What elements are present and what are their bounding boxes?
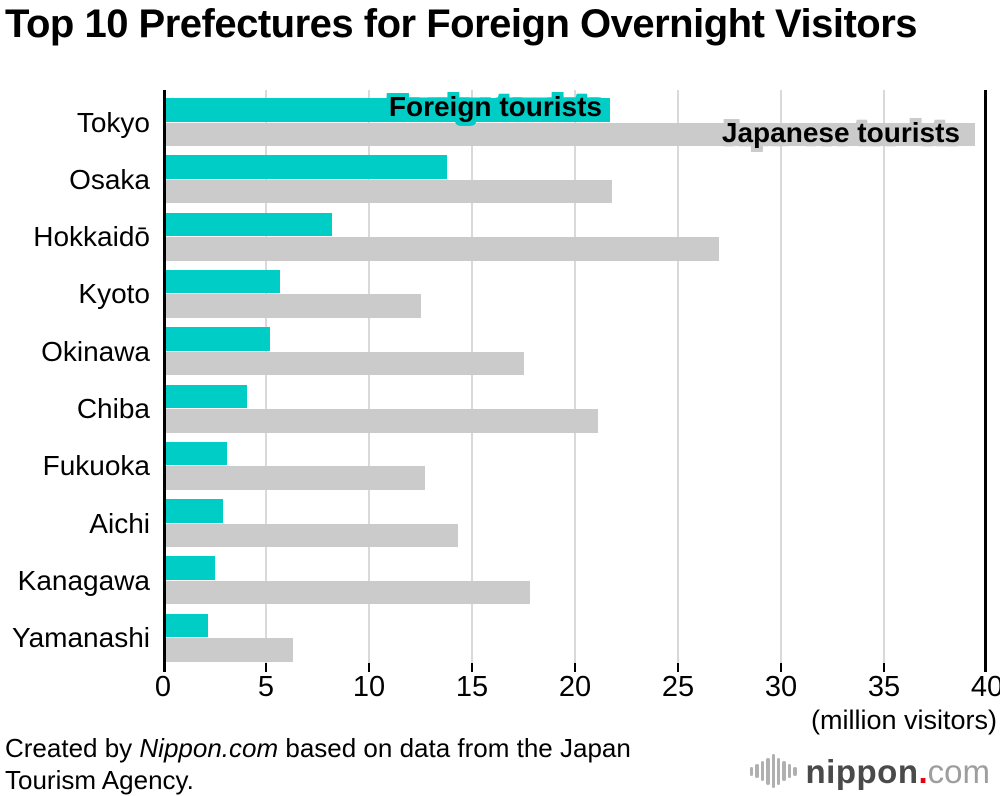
logo-name: nippon — [805, 752, 919, 790]
bar-japanese-osaka — [163, 179, 613, 204]
category-label-aichi: Aichi — [89, 507, 150, 539]
x-tick-label-35: 35 — [867, 671, 901, 703]
gridline-15 — [471, 90, 473, 663]
plot-area — [163, 90, 987, 663]
bar-japanese-fukuoka — [163, 466, 425, 490]
bar-foreign-okinawa — [163, 327, 271, 351]
category-label-yamanashi: Yamanashi — [11, 622, 150, 654]
category-label-fukuoka: Fukuoka — [42, 450, 150, 482]
category-label-okinawa: Okinawa — [41, 335, 150, 367]
soundwave-icon — [750, 752, 797, 790]
soundwave-bar-4 — [771, 754, 775, 788]
x-tick-label-25: 25 — [661, 671, 695, 703]
x-axis-unit-label: (million visitors) — [810, 705, 997, 735]
gridline-35 — [883, 90, 885, 663]
category-label-kyoto: Kyoto — [78, 278, 150, 310]
x-tick-label-10: 10 — [352, 671, 386, 703]
bar-japanese-tokyo — [163, 122, 975, 146]
credit-source: Nippon.com — [139, 733, 279, 763]
bar-japanese-okinawa — [163, 351, 524, 376]
soundwave-bar-1 — [755, 764, 759, 778]
bar-foreign-hokkaidō — [163, 212, 332, 237]
credit-line-1: Created by Nippon.com based on data from… — [5, 732, 631, 764]
legend-foreign-tourists: Foreign tourists — [388, 91, 602, 122]
x-tick-30 — [780, 663, 782, 672]
x-tick-15 — [471, 663, 473, 672]
x-tick-0 — [163, 663, 166, 672]
y-axis-labels: Tokyo Osaka Hokkaidō Kyoto Okinawa Chiba Fukuo… — [0, 90, 150, 663]
gridline-25 — [677, 90, 679, 663]
nippon-logo: nippon.com — [750, 752, 990, 790]
x-tick-label-20: 20 — [558, 671, 592, 703]
soundwave-bar-3 — [766, 757, 770, 785]
bar-japanese-chiba — [163, 409, 598, 433]
bar-foreign-osaka — [163, 155, 448, 179]
x-axis: 0 5 10 15 20 25 30 35 40 — [155, 663, 1000, 708]
bar-foreign-aichi — [163, 499, 223, 523]
bar-foreign-tokyo — [163, 98, 611, 122]
category-label-chiba: Chiba — [76, 393, 150, 424]
chart-title: Top 10 Prefectures for Foreign Overnight… — [5, 2, 918, 46]
x-tick-label-40: 40 — [970, 671, 1000, 703]
legend-japanese-tourists: Japanese tourists — [721, 117, 960, 148]
soundwave-bar-5 — [776, 757, 781, 785]
bar-japanese-yamanashi — [163, 638, 293, 662]
x-tick-label-15: 15 — [455, 671, 489, 703]
logo-red-dot: . — [918, 752, 928, 790]
category-label-hokkaidō: Hokkaidō — [33, 221, 150, 253]
bar-foreign-chiba — [163, 384, 248, 408]
plot-right-border — [984, 90, 987, 663]
x-tick-25 — [677, 663, 679, 672]
bar-foreign-fukuoka — [163, 441, 227, 466]
x-tick-40 — [984, 663, 987, 672]
x-tick-5 — [265, 663, 267, 672]
credit-prefix: Created by — [5, 733, 140, 763]
category-label-tokyo: Tokyo — [76, 106, 150, 138]
soundwave-bar-8 — [793, 766, 797, 776]
x-tick-10 — [368, 663, 370, 672]
bar-japanese-kyoto — [163, 294, 421, 318]
credit-line1-suffix: based on data from the Japan — [278, 733, 631, 763]
bar-foreign-kanagawa — [163, 556, 215, 580]
bar-foreign-yamanashi — [163, 613, 209, 638]
soundwave-bar-2 — [760, 761, 765, 781]
bar-japanese-kanagawa — [163, 580, 530, 605]
bar-japanese-aichi — [163, 523, 458, 548]
credit-text: Created by Nippon.com based on data from… — [5, 732, 631, 796]
bar-japanese-hokkaidō — [163, 237, 720, 261]
x-tick-20 — [574, 663, 576, 672]
x-tick-35 — [883, 663, 885, 672]
x-tick-label-0: 0 — [154, 671, 172, 703]
gridline-20 — [574, 90, 576, 663]
soundwave-bar-6 — [782, 761, 786, 781]
credit-line-2: Tourism Agency. — [5, 765, 194, 795]
category-label-osaka: Osaka — [69, 163, 150, 195]
category-label-kanagawa: Kanagawa — [17, 564, 150, 596]
nippon-logo-text: nippon.com — [806, 755, 990, 788]
x-tick-label-30: 30 — [764, 671, 798, 703]
y-axis-line — [163, 90, 166, 663]
gridline-5 — [265, 90, 267, 663]
x-tick-label-5: 5 — [257, 671, 275, 703]
bar-foreign-kyoto — [163, 269, 281, 294]
soundwave-bar-7 — [787, 764, 792, 778]
logo-tld: com — [927, 752, 990, 790]
soundwave-bar-0 — [750, 766, 754, 776]
gridline-10 — [368, 90, 370, 663]
gridline-30 — [780, 90, 782, 663]
